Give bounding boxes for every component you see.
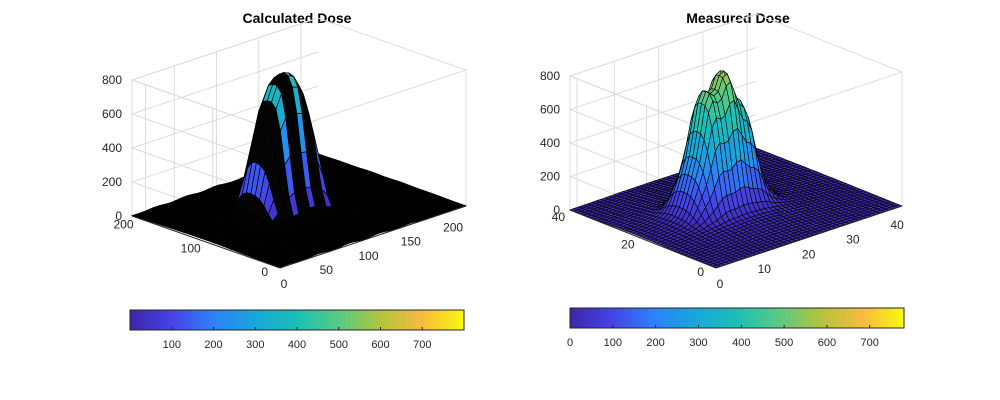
- z-tick-label: 400: [102, 141, 122, 155]
- x-tick-label: 30: [846, 233, 860, 247]
- x-tick-label: 50: [320, 263, 334, 277]
- z-tick-label: 800: [540, 69, 560, 83]
- measured-dose-plot: Measured Dose 02004006008000102030400204…: [540, 10, 905, 349]
- colorbar-tick-label: 100: [163, 339, 181, 351]
- dose-surface: [130, 72, 468, 268]
- x-tick-label: 100: [358, 249, 378, 263]
- colorbar-tick-label: 700: [861, 337, 879, 349]
- x-tick-label: 40: [890, 218, 904, 232]
- z-tick-label: 0: [115, 209, 122, 223]
- colorbar-tick-label: 500: [775, 337, 793, 349]
- y-tick-label: 0: [697, 265, 704, 279]
- calculated-dose-plot: Calculated Dose 020040060080005010015020…: [102, 10, 468, 351]
- colorbar-tick-label: 200: [204, 339, 222, 351]
- colorbar-tick-label: 100: [604, 337, 622, 349]
- z-tick-label: 0: [553, 203, 560, 217]
- x-tick-label: 200: [443, 221, 463, 235]
- colorbar-tick-label: 400: [288, 339, 306, 351]
- box-top: [130, 17, 468, 133]
- colorbar-tick-label: 300: [689, 337, 707, 349]
- y-tick-label: 200: [113, 218, 133, 232]
- x-tick-label: 10: [758, 262, 772, 276]
- box-top: [568, 13, 904, 135]
- z-tick-label: 600: [102, 107, 122, 121]
- colorbar-tick-label: 600: [818, 337, 836, 349]
- x-tick-label: 0: [717, 277, 724, 291]
- y-tick-label: 40: [552, 210, 566, 224]
- colorbar-tick-label: 500: [330, 339, 348, 351]
- floor-axes: [131, 205, 467, 269]
- z-tick-label: 200: [102, 175, 122, 189]
- x-tick-label: 20: [802, 248, 816, 262]
- z-tick-label: 800: [102, 73, 122, 87]
- colorbar: 100 200 300 400 500 600 700: [129, 309, 465, 351]
- z-tick-label: 400: [540, 136, 560, 150]
- colorbar-tick-label: 400: [732, 337, 750, 349]
- colorbar-tick-label: 700: [413, 339, 431, 351]
- y-tick-label: 0: [261, 265, 268, 279]
- x-tick-label: 0: [281, 277, 288, 291]
- z-tick-label: 200: [540, 170, 560, 184]
- colorbar-tick-label: 300: [246, 339, 264, 351]
- z-tick-label: 600: [540, 103, 560, 117]
- dose-surface: [569, 70, 903, 269]
- colorbar-tick-label: 600: [371, 339, 389, 351]
- colorbar-tick-label: 0: [567, 337, 573, 349]
- y-tick-label: 100: [181, 241, 201, 255]
- colorbar: 0 100 200 300 400 500 600 700: [567, 307, 905, 349]
- measured-dose-title: Measured Dose: [686, 10, 790, 26]
- x-tick-label: 150: [401, 235, 421, 249]
- floor-axes: [569, 205, 903, 269]
- colorbar-gradient: [569, 307, 905, 329]
- y-tick-label: 20: [621, 237, 635, 251]
- colorbar-tick-label: 200: [646, 337, 664, 349]
- calculated-dose-title: Calculated Dose: [243, 10, 352, 26]
